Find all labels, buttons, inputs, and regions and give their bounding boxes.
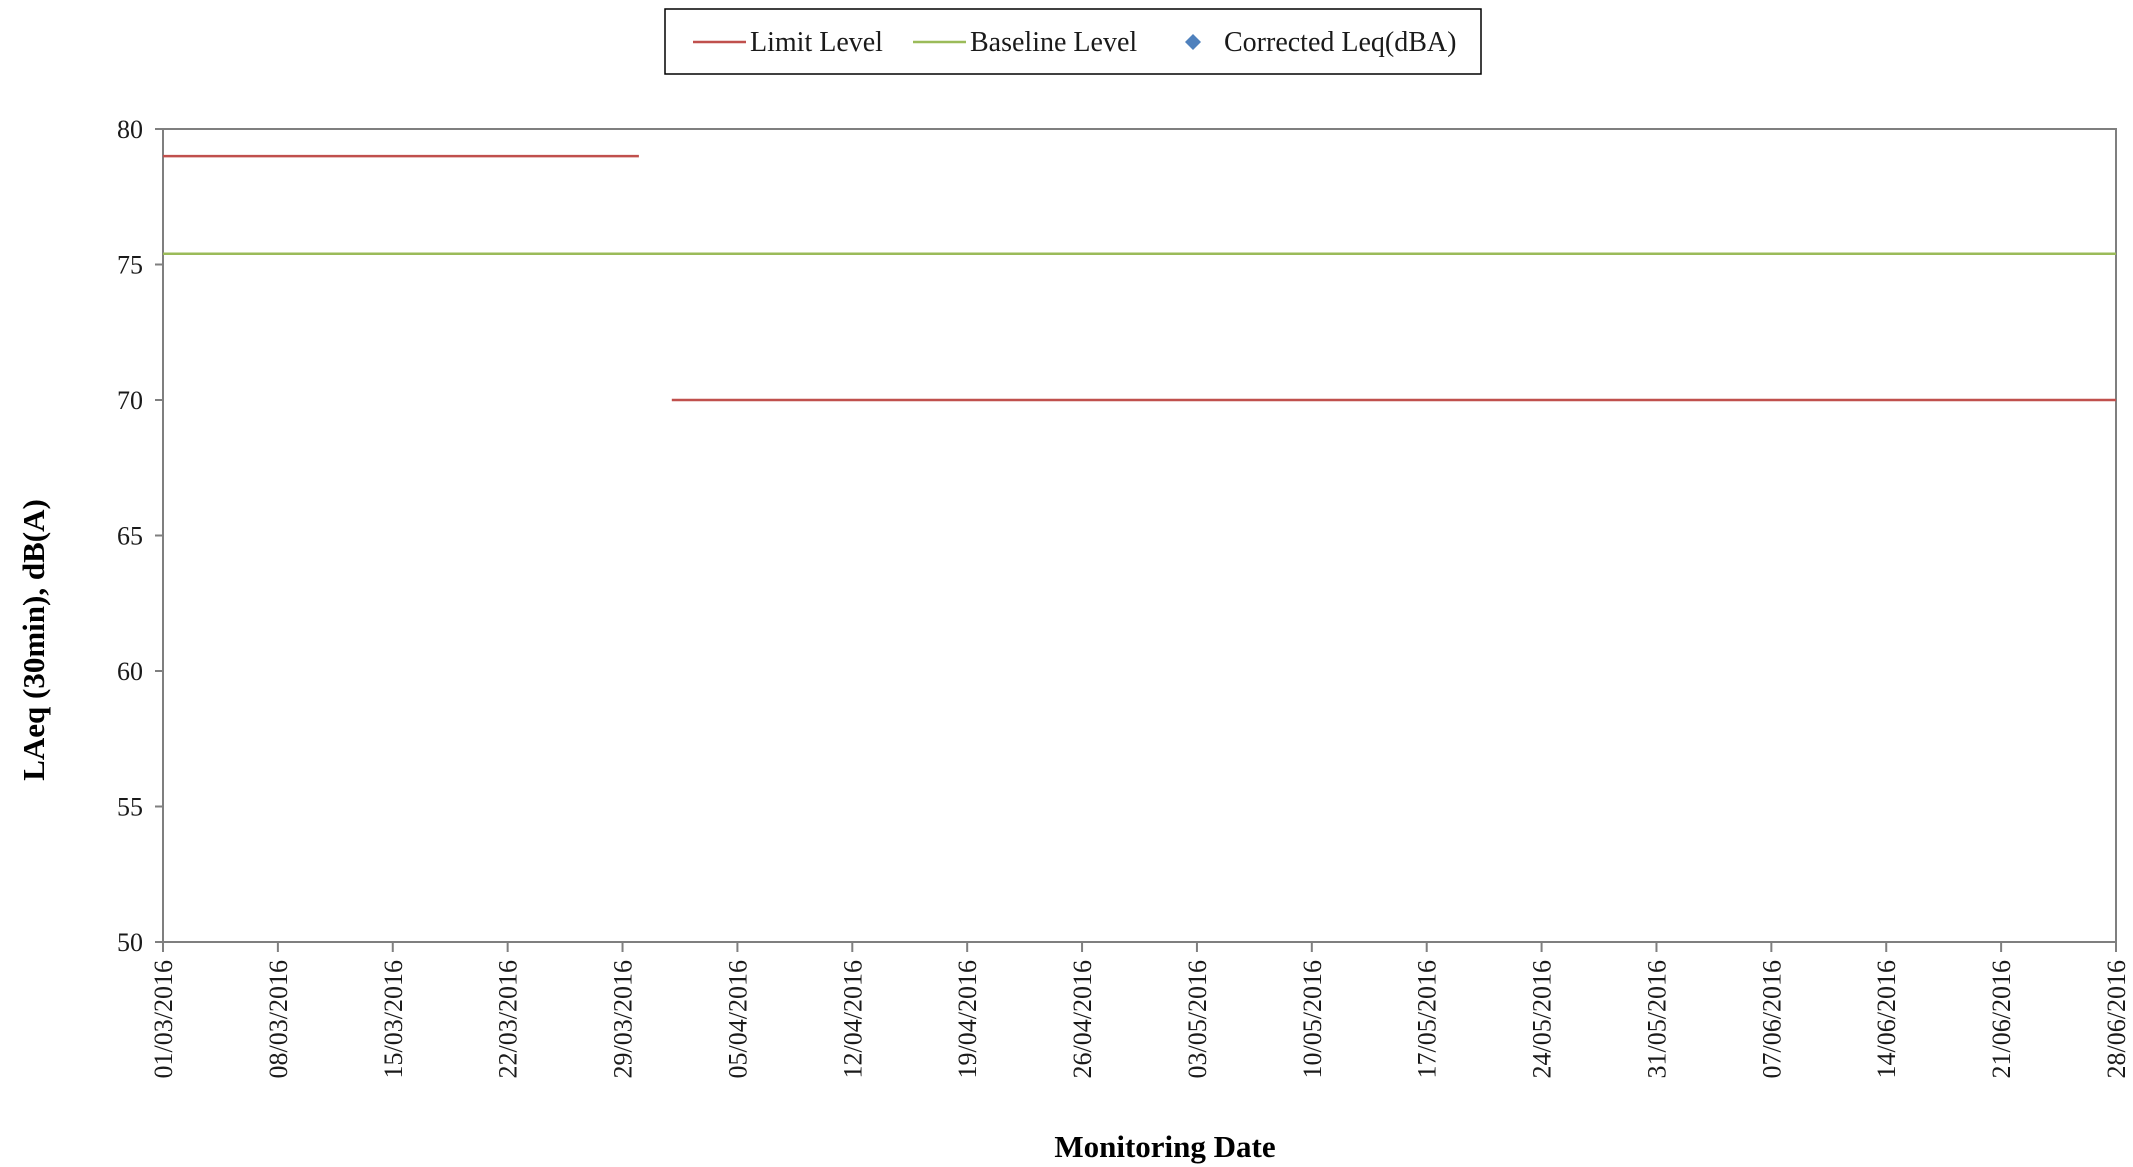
x-tick-label: 28/06/2016 bbox=[2102, 960, 2131, 1078]
legend-swatch-corrected-leq-diamond-icon bbox=[1185, 34, 1201, 50]
y-axis: 50 55 60 65 70 75 80 bbox=[117, 115, 163, 957]
x-tick-label: 24/05/2016 bbox=[1528, 960, 1557, 1078]
x-tick-label: 22/03/2016 bbox=[494, 960, 523, 1078]
y-tick-label: 55 bbox=[117, 793, 143, 822]
x-tick-label: 03/05/2016 bbox=[1183, 960, 1212, 1078]
x-tick-label: 31/05/2016 bbox=[1642, 960, 1671, 1078]
y-axis-title: LAeq (30min), dB(A) bbox=[16, 499, 51, 781]
x-tick-label: 17/05/2016 bbox=[1413, 960, 1442, 1078]
x-tick-label: 05/04/2016 bbox=[723, 960, 752, 1078]
x-tick-label: 01/03/2016 bbox=[149, 960, 178, 1078]
x-tick-label: 21/06/2016 bbox=[1987, 960, 2016, 1078]
legend: Limit Level Baseline Level Corrected Leq… bbox=[664, 8, 1482, 75]
y-tick-label: 75 bbox=[117, 251, 143, 280]
y-tick-label: 70 bbox=[117, 386, 143, 415]
x-axis: 01/03/2016 08/03/2016 15/03/2016 22/03/2016… bbox=[149, 942, 2131, 1078]
legend-label-baseline-level: Baseline Level bbox=[970, 27, 1137, 58]
plot-area bbox=[162, 128, 2117, 943]
x-tick-label: 12/04/2016 bbox=[838, 960, 867, 1078]
y-tick-label: 65 bbox=[117, 522, 143, 551]
legend-label-corrected-leq: Corrected Leq(dBA) bbox=[1224, 27, 1456, 58]
legend-item-limit-level: Limit Level bbox=[693, 27, 883, 58]
x-tick-label: 29/03/2016 bbox=[609, 960, 638, 1078]
legend-box bbox=[664, 8, 1482, 75]
x-tick-label: 15/03/2016 bbox=[379, 960, 408, 1078]
x-tick-label: 26/04/2016 bbox=[1068, 960, 1097, 1078]
legend-label-limit-level: Limit Level bbox=[750, 27, 883, 58]
y-tick-label: 50 bbox=[117, 928, 143, 957]
legend-item-corrected-leq: Corrected Leq(dBA) bbox=[1185, 27, 1456, 58]
y-tick-label: 60 bbox=[117, 657, 143, 686]
series-layer bbox=[163, 154, 2116, 402]
x-tick-label: 10/05/2016 bbox=[1298, 960, 1327, 1078]
x-tick-label: 19/04/2016 bbox=[953, 960, 982, 1078]
y-tick-label: 80 bbox=[117, 115, 143, 144]
x-tick-label: 07/06/2016 bbox=[1757, 960, 1786, 1078]
legend-item-baseline-level: Baseline Level bbox=[913, 27, 1137, 58]
x-tick-label: 08/03/2016 bbox=[264, 960, 293, 1078]
x-tick-label: 14/06/2016 bbox=[1872, 960, 1901, 1078]
x-axis-title: Monitoring Date bbox=[1054, 1129, 1275, 1164]
